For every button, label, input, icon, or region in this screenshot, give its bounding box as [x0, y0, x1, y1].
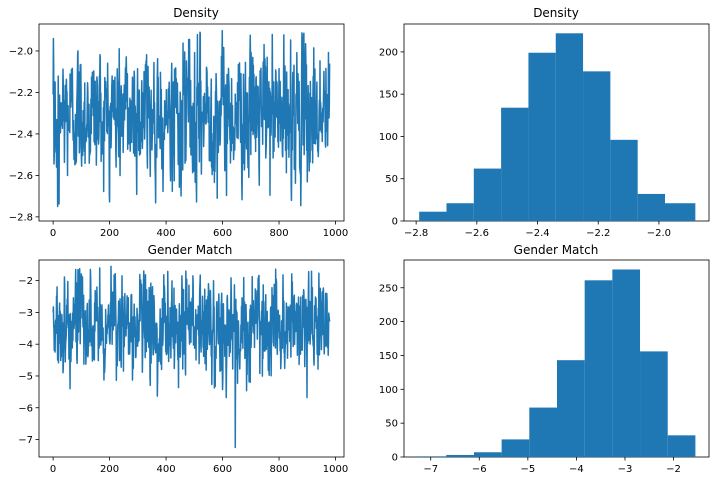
density-hist-bar-7: [610, 139, 638, 221]
gender-hist-bar-0: [418, 456, 447, 457]
density-trace-ytick-label: −2.8: [9, 212, 33, 223]
density-trace-xtick-label: 800: [269, 228, 288, 239]
density-hist-bar-4: [528, 52, 556, 221]
gender-hist-xticks: −7 −6 −5 −4 −3 −2: [423, 457, 681, 475]
gender-hist-bar-1: [446, 454, 474, 457]
density-trace-xtick-label: 400: [157, 228, 176, 239]
gender-hist-ytick-label: 100: [379, 385, 398, 396]
gender-trace-title: Gender Match: [148, 243, 233, 257]
density-hist-xtick-label: −2.4: [525, 228, 549, 239]
gender-trace-xtick-label: 800: [269, 464, 288, 475]
density-hist-ytick-label: 50: [385, 174, 398, 185]
gender-trace-xtick-label: 1000: [323, 464, 348, 475]
gender-trace-ytick-label: −5: [18, 371, 33, 382]
density-hist-xtick-label: −2.0: [647, 228, 671, 239]
gender-trace-xtick-label: 0: [50, 464, 56, 475]
gender-hist-bar-2: [473, 452, 502, 457]
gender-trace-ytick-label: −2: [18, 276, 33, 287]
density-trace-xtick-label: 1000: [323, 228, 348, 239]
gender-trace-xtick-label: 200: [100, 464, 119, 475]
gender-hist-bar-4: [529, 407, 557, 457]
density-hist-xtick-label: −2.6: [465, 228, 489, 239]
density-hist-xtick-label: −2.8: [404, 228, 428, 239]
gender-hist-xtick-label: −7: [423, 464, 438, 475]
gender-trace-axes: [38, 259, 345, 458]
density-trace-ytick-label: −2.2: [9, 88, 33, 99]
gender-trace-panel: Gender Match 0 200 400 600 800 1000 −7−6−5−4−…: [18, 243, 348, 475]
density-hist-ytick-label: 0: [392, 217, 398, 228]
density-trace-xtick-label: 0: [50, 228, 56, 239]
gender-hist-xtick-label: −4: [569, 464, 584, 475]
density-hist-bar-2: [473, 168, 502, 221]
gender-hist-bar-9: [667, 435, 696, 457]
density-trace-series-line: [52, 29, 331, 208]
density-hist-bar-3: [501, 107, 529, 221]
gender-hist-ytick-label: 50: [385, 419, 398, 430]
density-trace-plot: [52, 29, 331, 208]
gender-trace-xticks: 0 200 400 600 800 1000: [50, 457, 348, 475]
density-hist-ytick-label: 100: [379, 132, 398, 143]
density-hist-bar-6: [583, 71, 611, 221]
density-trace-ytick-label: −2.0: [9, 46, 33, 57]
gender-trace-yticks: −7 −6 −5 −4 −3 −2: [18, 276, 39, 446]
density-trace-yticks: −2.8 −2.6 −2.4 −2.2 −2.0: [9, 46, 39, 223]
gender-hist-yticks: 0 50 100 150 200 250: [379, 283, 404, 464]
gender-hist-xtick-label: −3: [618, 464, 633, 475]
gender-trace-xtick-label: 400: [157, 464, 176, 475]
density-trace-panel: Density 0 200 400 600 800 1000 −2.8−2.6−2.4−2…: [9, 6, 349, 239]
gender-hist-xtick-label: −2: [666, 464, 681, 475]
density-hist-bar-0: [419, 211, 447, 221]
density-trace-xticks: 0 200 400 600 800 1000: [50, 221, 348, 239]
gender-trace-series-line: [52, 265, 331, 449]
density-hist-title: Density: [533, 6, 579, 20]
density-hist-bar-8: [637, 193, 665, 221]
density-trace-xtick-label: 600: [213, 228, 232, 239]
density-hist-xtick-label: −2.2: [586, 228, 610, 239]
density-hist-yticks: 0 50 100 150 200: [379, 47, 404, 228]
gender-trace-xtick-label: 600: [213, 464, 232, 475]
gender-hist-ytick-label: 250: [379, 283, 398, 294]
gender-hist-bar-8: [640, 351, 668, 457]
density-hist-bar-9: [665, 203, 696, 221]
density-hist-bar-1: [446, 203, 474, 221]
gender-hist-bar-3: [501, 439, 530, 457]
gender-hist-ytick-label: 0: [392, 453, 398, 464]
density-hist-panel: Density −2.8 −2.6 −2.4 −2.2 −2.0 0 50 100 150 20…: [379, 6, 710, 239]
gender-hist-plot: [418, 269, 696, 457]
density-trace-xtick-label: 200: [100, 228, 119, 239]
gender-trace-ytick-label: −4: [18, 340, 33, 351]
gender-trace-ytick-label: −3: [18, 308, 33, 319]
gender-hist-title: Gender Match: [514, 243, 599, 257]
density-trace-ytick-label: −2.4: [9, 129, 33, 140]
gender-hist-panel: Gender Match −7 −6 −5 −4 −3 −2 0 50 100 150 200 25…: [379, 243, 710, 475]
density-hist-bar-5: [555, 33, 584, 221]
gender-hist-bar-6: [584, 280, 613, 457]
density-hist-plot: [419, 33, 696, 221]
gender-trace-plot: [52, 265, 331, 449]
gender-hist-ytick-label: 200: [379, 317, 398, 328]
gender-hist-ytick-label: 150: [379, 351, 398, 362]
density-hist-ytick-label: 200: [379, 47, 398, 58]
gender-trace-ytick-label: −7: [18, 435, 33, 446]
gender-hist-bar-5: [556, 360, 585, 457]
gender-hist-xtick-label: −5: [520, 464, 535, 475]
density-hist-xticks: −2.8 −2.6 −2.4 −2.2 −2.0: [404, 221, 671, 239]
density-trace-ytick-label: −2.6: [9, 171, 33, 182]
density-trace-axes: [38, 23, 345, 222]
gender-trace-ytick-label: −6: [18, 403, 33, 414]
density-hist-ytick-label: 150: [379, 90, 398, 101]
density-trace-title: Density: [173, 6, 219, 20]
gender-hist-bar-7: [612, 269, 641, 457]
gender-hist-xtick-label: −6: [472, 464, 487, 475]
